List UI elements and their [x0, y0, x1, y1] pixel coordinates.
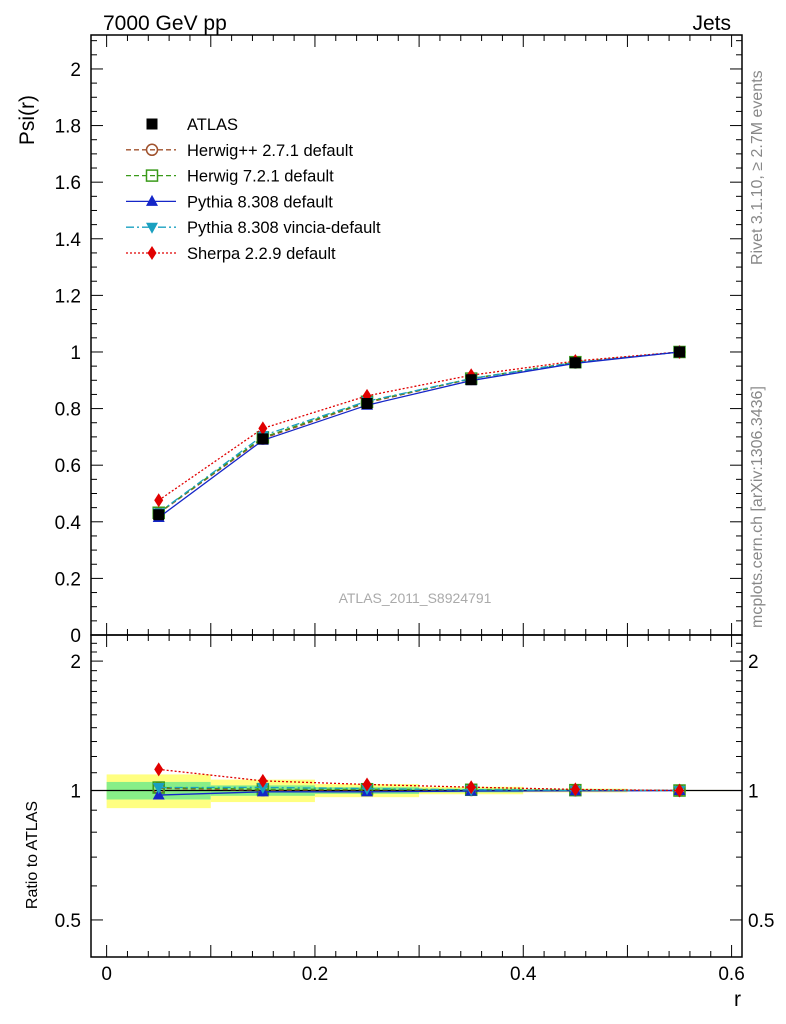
data-point-atlas [153, 509, 165, 521]
data-point-atlas [674, 346, 686, 358]
header-left: 7000 GeV pp [103, 12, 227, 35]
x-tick-label: 0 [101, 964, 112, 985]
main-y-tick-label: 0.4 [55, 513, 82, 534]
ratio-point-vincia [256, 782, 269, 794]
legend-label-sherpa: Sherpa 2.2.9 default [187, 245, 336, 263]
ratio-y-tick-label: 2 [70, 652, 81, 673]
main-ylabel: Psi(r) [16, 95, 39, 145]
ratio-point-sherpa [675, 783, 685, 798]
series-atlas [153, 346, 686, 521]
ratio-y-tick-label: 0.5 [55, 911, 81, 932]
main-y-tick-label: 2 [70, 60, 81, 81]
main-y-tick-label: 1 [70, 343, 81, 364]
legend-label-vincia: Pythia 8.308 vincia-default [187, 219, 381, 237]
ratio-ylabel: Ratio to ATLAS [24, 801, 41, 909]
legend-item-pythia: Pythia 8.308 default [126, 193, 333, 211]
data-point-atlas [361, 397, 373, 409]
legend-marker-vincia [146, 222, 158, 234]
ratio-line-sherpa [158, 768, 680, 792]
data-point-atlas [257, 433, 269, 445]
ratio-y-tick-label: 1 [70, 782, 81, 803]
legend-item-atlas: ATLAS [146, 116, 238, 134]
legend-label-pythia: Pythia 8.308 default [187, 193, 333, 211]
side-text-top: Rivet 3.1.10, ≥ 2.7M events [749, 70, 766, 265]
series-line-herwig7 [158, 351, 680, 514]
data-point-atlas [465, 374, 477, 386]
ratio-point-sherpa [362, 777, 372, 792]
ratio-y-tick-label-right: 2 [748, 652, 759, 673]
legend-item-herwig7: Herwig 7.2.1 default [126, 168, 334, 186]
legend-marker-atlas [146, 118, 158, 130]
header-right: Jets [692, 12, 731, 35]
legend-item-vincia: Pythia 8.308 vincia-default [126, 219, 381, 237]
main-y-tick-label: 0.6 [55, 456, 81, 477]
legend-marker-herwigpp [145, 143, 159, 157]
legend-label-atlas: ATLAS [187, 116, 238, 134]
ratio-y-tick-label-right: 1 [748, 782, 759, 803]
ratio-point-sherpa [466, 780, 476, 795]
series-line-vincia [158, 351, 680, 514]
ratio-y-tick-label-right: 0.5 [748, 911, 774, 932]
series-line-herwigpp [158, 351, 680, 514]
series-herwig7 [152, 345, 686, 519]
plot-layer: 0 0.2 0.4 0.6 0.8 1 1.2 1.4 1.6 1.8 2 0 0.2 0.4 0.6 0.5… [55, 34, 774, 985]
main-y-tick-label: 0.2 [55, 569, 81, 590]
x-axis-label: r [734, 988, 741, 1011]
main-y-tick-label: 1.6 [55, 173, 81, 194]
main-y-tick-label: 1.2 [55, 286, 81, 307]
main-y-tick-label: 0.8 [55, 400, 81, 421]
ratio-plot-frame [90, 634, 743, 958]
side-text-bottom: mcplots.cern.ch [arXiv:1306.3436] [749, 386, 766, 628]
main-y-tick-label: 0 [70, 626, 81, 647]
x-tick-label: 0.2 [302, 964, 328, 985]
data-point-sherpa [258, 421, 268, 436]
ratio-series-sherpa [154, 762, 685, 798]
ratio-point-sherpa [154, 762, 164, 777]
ratio-point-sherpa [258, 773, 268, 788]
legend-label-herwig7: Herwig 7.2.1 default [187, 168, 334, 186]
legend-marker-herwig7 [145, 169, 159, 182]
main-y-tick-label: 1.8 [55, 117, 81, 138]
data-point-sherpa [154, 493, 164, 508]
series-pythia [152, 345, 686, 523]
data-point-atlas [569, 357, 581, 369]
legend-label-herwigpp: Herwig++ 2.7.1 default [187, 142, 353, 160]
series-line-sherpa [158, 351, 680, 501]
series-line-pythia [158, 351, 680, 519]
ratio-point-sherpa [570, 782, 580, 797]
series-sherpa [154, 344, 685, 508]
legend-item-sherpa: Sherpa 2.2.9 default [126, 245, 336, 263]
legend-marker-sherpa [147, 246, 157, 260]
series-vincia [152, 347, 686, 520]
x-tick-label: 0.4 [510, 964, 537, 985]
watermark: ATLAS_2011_S8924791 [339, 590, 492, 606]
legend-item-herwigpp: Herwig++ 2.7.1 default [126, 142, 353, 160]
x-tick-label: 0.6 [718, 964, 744, 985]
main-y-tick-label: 1.4 [55, 230, 82, 251]
ratio-point-vincia [152, 783, 165, 795]
legend-marker-pythia [146, 194, 158, 206]
ratio-line-vincia [158, 786, 680, 792]
series-herwigpp [152, 345, 686, 520]
